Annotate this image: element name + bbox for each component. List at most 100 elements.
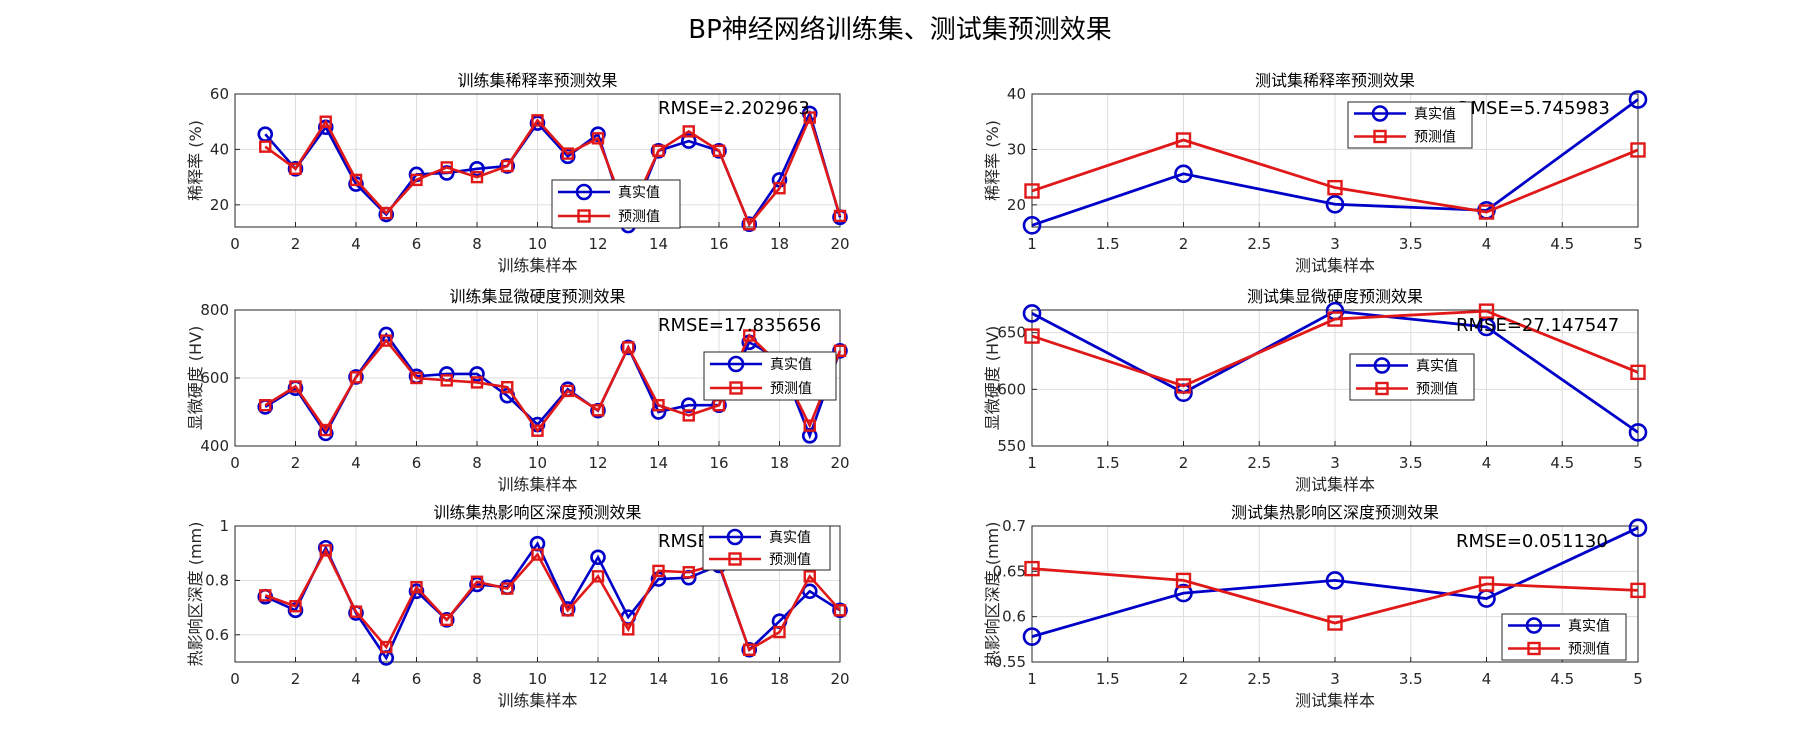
- data-point: [743, 643, 756, 656]
- data-point: [531, 424, 544, 437]
- x-tick-label: 1: [1027, 235, 1037, 253]
- data-point: [711, 143, 727, 159]
- legend-marker: [1375, 381, 1389, 396]
- legend-label: 预测值: [1414, 130, 1456, 146]
- legend-box: [551, 179, 681, 229]
- ticks: 0 2 4 6 8 10 12 14 16 18 20 20 40 60: [210, 85, 850, 253]
- data-point: [1477, 317, 1496, 337]
- legend-marker: [1373, 357, 1391, 374]
- legend-label: 真实值: [1568, 619, 1610, 635]
- x-tick-label: 0: [230, 670, 240, 688]
- data-point: [259, 589, 272, 602]
- x-tick-label: 8: [472, 670, 482, 688]
- y-tick-label: 60: [210, 85, 229, 103]
- data-point: [1024, 328, 1040, 344]
- x-tick-label: 5: [1633, 670, 1643, 688]
- legend-marker: [727, 355, 745, 373]
- data-point: [470, 575, 484, 588]
- legend-marker: [1371, 105, 1389, 122]
- x-tick-label: 10: [528, 235, 547, 253]
- data-point: [1628, 90, 1648, 109]
- x-tick-label: 10: [528, 670, 547, 688]
- y-tick-label: 0.7: [1002, 517, 1026, 535]
- data-point: [561, 604, 574, 617]
- x-tick-label: 2.5: [1247, 235, 1271, 253]
- legend-marker: [575, 183, 593, 201]
- data-point: [440, 613, 453, 627]
- data-point: [832, 602, 848, 619]
- subplot-5: 0 2 4 6 8 10 12 14 16 18 20 0.6 0.8 1 训练集热影响区深度预测效果训练集…: [186, 503, 850, 710]
- data-point: [1478, 303, 1495, 319]
- x-tick-label: 6: [412, 670, 422, 688]
- x-tick-label: 18: [770, 670, 789, 688]
- x-tick-label: 3: [1330, 670, 1340, 688]
- data-point: [741, 641, 758, 658]
- data-point: [259, 399, 272, 412]
- x-tick-label: 4.5: [1550, 235, 1574, 253]
- legend-marker: [1373, 129, 1387, 144]
- x-tick-label: 20: [830, 670, 849, 688]
- legend-label: 真实值: [618, 185, 660, 201]
- data-point: [469, 161, 485, 177]
- data-point: [1630, 582, 1646, 599]
- data-point: [259, 140, 272, 153]
- data-point: [803, 111, 816, 124]
- data-point: [1175, 378, 1192, 394]
- data-point: [591, 132, 605, 145]
- subplot-title: 测试集热影响区深度预测效果: [1231, 503, 1439, 522]
- x-tick-label: 16: [709, 235, 728, 253]
- rmse-annotation: RMSE=5.745983: [1458, 98, 1610, 119]
- series-line: [1031, 567, 1639, 625]
- data-point: [773, 182, 786, 195]
- ticks: 0 2 4 6 8 10 12 14 16 18 20 0.6 0.8 1: [205, 517, 849, 688]
- x-tick-label: 4: [1482, 235, 1492, 253]
- x-tick-label: 1.5: [1096, 235, 1120, 253]
- data-point: [349, 173, 363, 187]
- data-point: [319, 423, 332, 437]
- data-point: [591, 404, 605, 417]
- x-tick-label: 16: [709, 670, 728, 688]
- x-tick-label: 1: [1027, 670, 1037, 688]
- data-point: [1175, 132, 1192, 148]
- data-point: [1175, 572, 1192, 589]
- legend-box: [702, 525, 831, 571]
- data-point: [561, 147, 574, 160]
- data-point: [773, 625, 786, 639]
- x-tick-label: 3: [1330, 454, 1340, 472]
- subplot-4: 1 1.5 2 2.5 3 3.5 4 4.5 5 550 600 650 测试集显微硬度预测效果测试集…: [983, 287, 1648, 494]
- data-point: [349, 371, 363, 384]
- y-tick-label: 650: [997, 324, 1026, 342]
- x-tick-label: 4: [351, 670, 361, 688]
- x-tick-label: 14: [649, 235, 668, 253]
- rmse-annotation: RMSE=27.147547: [1456, 315, 1619, 336]
- x-tick-label: 3.5: [1399, 454, 1423, 472]
- y-axis-label: 热影响区深度 (mm): [186, 522, 205, 667]
- legend-marker: [726, 528, 744, 546]
- series-actual: [1022, 301, 1648, 442]
- data-point: [317, 539, 334, 556]
- data-point: [1174, 164, 1193, 184]
- x-tick-label: 2: [1179, 235, 1189, 253]
- ticks: 1 1.5 2 2.5 3 3.5 4 4.5 5 20 30 40: [1007, 85, 1643, 253]
- series-predicted: [259, 329, 847, 437]
- legend-label: 预测值: [1568, 642, 1610, 658]
- data-point: [410, 173, 423, 187]
- y-axis-label: 显微硬度 (HV): [186, 326, 205, 431]
- x-axis-label: 测试集样本: [1295, 256, 1375, 275]
- data-point: [529, 115, 546, 131]
- x-tick-label: 3.5: [1399, 235, 1423, 253]
- x-tick-label: 2: [291, 670, 301, 688]
- x-axis-label: 测试集样本: [1295, 475, 1375, 494]
- data-point: [287, 161, 304, 177]
- data-point: [801, 427, 818, 444]
- data-point: [680, 133, 697, 149]
- legend-label: 真实值: [1416, 359, 1458, 375]
- y-tick-label: 400: [200, 437, 229, 455]
- data-point: [1630, 142, 1646, 158]
